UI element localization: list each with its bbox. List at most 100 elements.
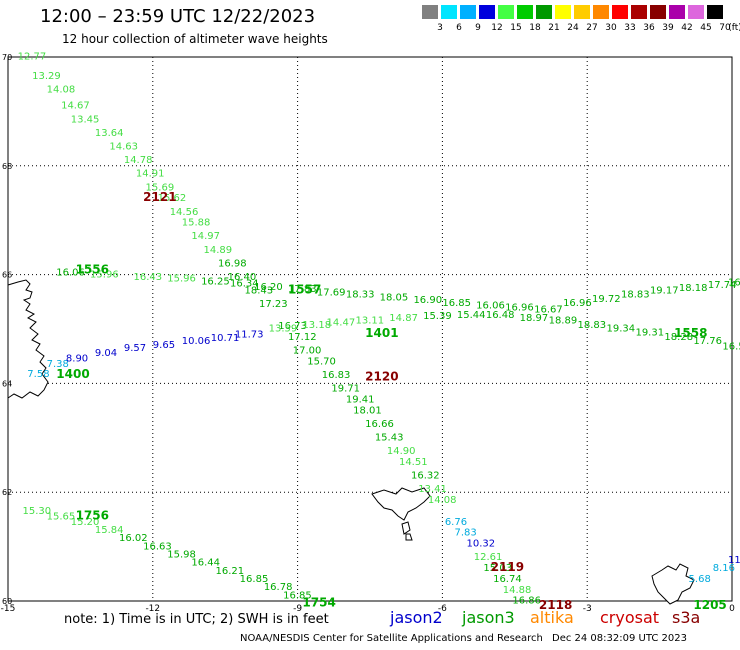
legend-label: 70 — [719, 23, 731, 33]
legend-label: 45 — [700, 23, 712, 33]
track-time-label: 1400 — [56, 367, 89, 381]
wave-height-value: 16.98 — [218, 258, 247, 269]
legend-label: 21 — [548, 23, 560, 33]
legend-label: 9 — [475, 23, 481, 33]
wave-height-value: 11.73 — [235, 330, 264, 341]
wave-height-value: 19.72 — [592, 294, 621, 305]
legend-swatch — [688, 5, 704, 19]
wave-height-value: 13.11 — [356, 316, 385, 327]
wave-height-value: 7.38 — [47, 359, 69, 370]
wave-height-value: 15.43 — [375, 433, 404, 444]
faroe-islands — [371, 487, 431, 521]
x-tick-label: -12 — [145, 604, 160, 614]
x-tick-label: -9 — [293, 604, 302, 614]
legend-swatch — [650, 5, 666, 19]
wave-height-value: 9.57 — [124, 343, 146, 354]
legend-swatch — [422, 5, 438, 19]
map-grid — [7, 56, 733, 602]
wave-height-value: 15.44 — [457, 310, 486, 321]
wave-height-value: 16.85 — [442, 298, 471, 309]
wave-height-value: 18.43 — [245, 286, 274, 297]
wave-height-value: 8.16 — [713, 563, 735, 574]
wave-height-value: 16.83 — [322, 370, 351, 381]
wave-height-value: 16.40 — [228, 272, 257, 283]
wave-height-value: 14.63 — [109, 141, 138, 152]
wave-height-value: 10.06 — [182, 336, 211, 347]
wave-height-value: 19.17 — [650, 286, 679, 297]
legend-label: 27 — [586, 23, 598, 33]
wave-height-value: 16.66 — [365, 419, 394, 430]
wave-height-value: 15.20 — [71, 517, 100, 528]
wave-height-value: 13.18 — [302, 320, 331, 331]
legend-label: 15 — [510, 23, 522, 33]
wave-height-value: 16.06 — [476, 300, 505, 311]
wave-height-value: 7.58 — [27, 369, 49, 380]
y-tick-label: 64 — [2, 379, 12, 388]
legend-label: 6 — [456, 23, 462, 33]
satellite-cryosat: cryosat — [600, 608, 660, 627]
wave-height-value: 17.76 — [693, 336, 722, 347]
wave-height-value: 15.39 — [423, 311, 452, 322]
wave-height-value: 17.74 — [708, 280, 737, 291]
wave-height-value: 15.70 — [307, 356, 336, 367]
x-tick-label: -3 — [583, 604, 592, 614]
y-tick-label: 62 — [2, 488, 12, 497]
wave-height-value: 13.41 — [418, 484, 447, 495]
wave-height-value: 18.05 — [380, 293, 409, 304]
wave-height-value: 15.69 — [146, 182, 175, 193]
legend-label: 33 — [624, 23, 636, 33]
track-time-label: 1557 — [288, 283, 321, 297]
legend-swatch — [707, 5, 723, 19]
wave-height-value: 14.88 — [503, 585, 532, 596]
wave-height-value: 16.78 — [264, 582, 293, 593]
wave-height-value: 14.87 — [389, 313, 418, 324]
wave-height-value: 14.56 — [170, 207, 199, 218]
wave-height-value: 16.73 — [278, 321, 307, 332]
wave-height-value: 16.34 — [230, 279, 259, 290]
wave-height-value: 18.97 — [520, 313, 549, 324]
wave-height-value: 16.96 — [505, 303, 534, 314]
wave-height-value: 15.65 — [47, 511, 76, 522]
wave-height-value: 16.48 — [486, 310, 515, 321]
wave-height-value: 16.96 — [563, 298, 592, 309]
legend-swatch — [441, 5, 457, 19]
legend-swatch — [536, 5, 552, 19]
footer-note: note: 1) Time is in UTC; 2) SWH is in fe… — [64, 612, 329, 627]
satellite-s3a: s3a — [672, 608, 701, 627]
shetland-islands — [651, 563, 695, 605]
wave-height-value: 18.83 — [578, 320, 607, 331]
track-time-label: 2120 — [365, 370, 398, 384]
wave-height-value: 15.98 — [167, 549, 196, 560]
wave-height-value: 11.2 — [728, 555, 740, 566]
x-tick-label: -6 — [438, 604, 447, 614]
faroe-islet — [401, 521, 411, 535]
track-time-label: 1205 — [693, 598, 726, 612]
wave-height-value: 14.08 — [428, 495, 457, 506]
wave-height-value: 18.83 — [621, 289, 650, 300]
legend-label: 18 — [529, 23, 541, 33]
wave-height-marks: 12.77 13.29 14.08 14.67 13.45 13.64 14.63 14.78… — [18, 52, 740, 607]
wave-height-value: 12.77 — [18, 52, 47, 63]
track-time-label: 1756 — [76, 508, 109, 522]
wave-height-value: 16.67 — [534, 305, 563, 316]
wave-height-value: 14.97 — [191, 231, 220, 242]
legend-swatch — [593, 5, 609, 19]
legend-label: 39 — [662, 23, 674, 33]
wave-height-value: 13.64 — [95, 128, 124, 139]
wave-height-value: 16.59 — [722, 342, 740, 353]
wave-height-value: 9.04 — [95, 348, 117, 359]
y-tick-label: 60 — [2, 597, 12, 606]
track-time-label: 1558 — [674, 326, 707, 340]
wave-height-value: 16.17 — [728, 277, 740, 288]
iceland-landmass — [7, 279, 49, 399]
legend-label: 30 — [605, 23, 617, 33]
track-time-label: 2119 — [491, 560, 524, 574]
legend-swatch — [517, 5, 533, 19]
wave-height-value: 9.65 — [153, 340, 175, 351]
wave-height-value: 16.02 — [119, 533, 148, 544]
axis-ticks: -15 -12 -9 -6 -3 0 70 68 66 64 62 60 — [1, 53, 735, 614]
legend-swatch — [669, 5, 685, 19]
wave-height-value: 19.31 — [635, 328, 664, 339]
wave-height-value: 16.63 — [143, 541, 172, 552]
x-tick-label: -15 — [1, 604, 16, 614]
